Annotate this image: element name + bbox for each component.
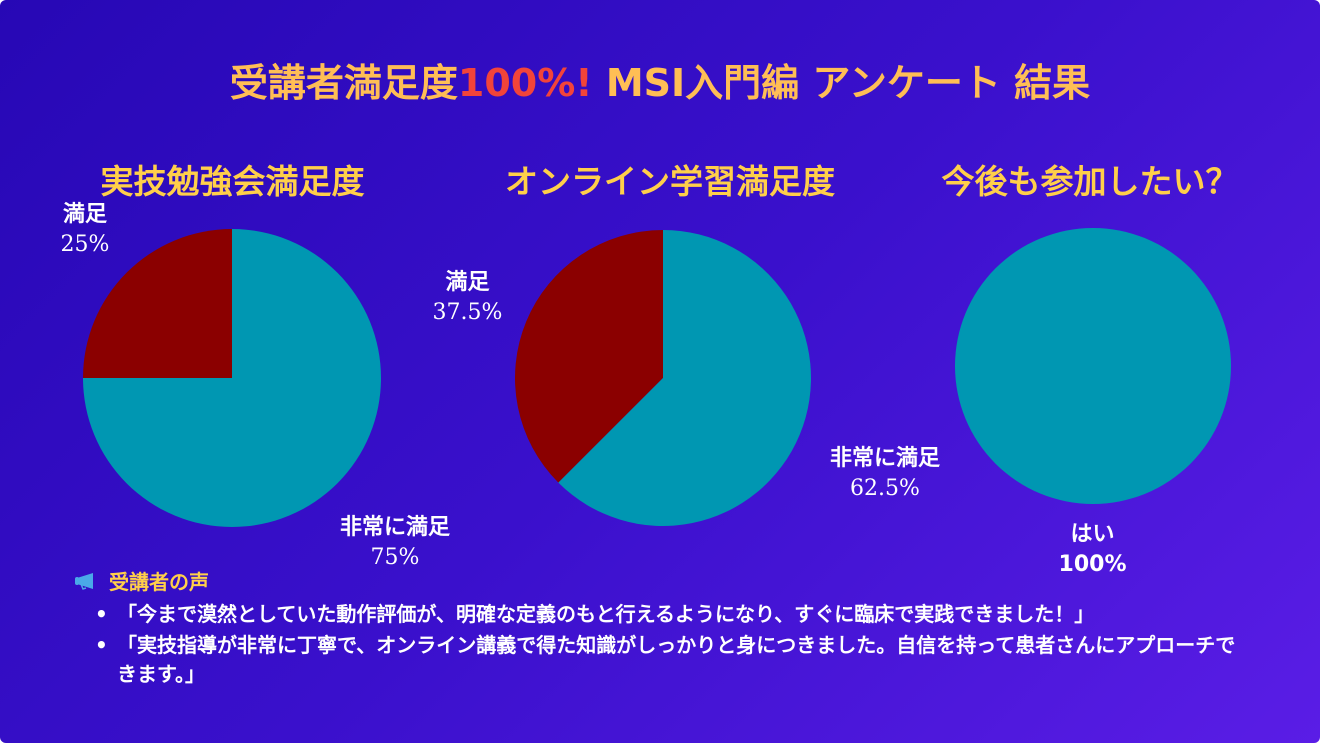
voice-item: 「実技指導が非常に丁寧で、オンライン講義で得た知識がしっかりと身につきました。自… [95,631,1245,689]
voices-list: 「今まで漠然としていた動作評価が、明確な定義のもと行えるようになり、すぐに臨床で… [95,600,1245,691]
pie-chart-3 [955,228,1231,504]
pie-slice-1 [955,228,1231,504]
pie-slice-2 [83,229,381,527]
voice-item: 「今まで漠然としていた動作評価が、明確な定義のもと行えるようになり、すぐに臨床で… [95,600,1245,629]
megaphone-icon [75,572,93,590]
chart-title-3: 今後も参加したい？ [941,162,1239,201]
pie-slice-1 [515,230,663,483]
pie1-label-very: 非常に満足 75% [339,515,450,570]
pie2-label-very: 非常に満足 62.5% [829,446,940,501]
pie-slice-2 [558,230,811,526]
chart-title-1: 実技勉強会満足度 [100,162,365,201]
voices-heading: 受講者の声 [75,566,209,595]
pie-chart-2 [515,230,811,526]
pie3-label-yes: はい 100% [1058,522,1127,577]
pie-chart-1 [83,229,381,527]
chart-title-2: オンライン学習満足度 [505,162,835,201]
page-title: 受講者満足度100%! MSI入門編 アンケート 結果 [229,61,1091,105]
pie2-label-satisfied: 満足 37.5% [432,270,503,325]
pie1-label-satisfied: 満足 25% [60,202,110,257]
pie-slice-1 [83,229,232,378]
